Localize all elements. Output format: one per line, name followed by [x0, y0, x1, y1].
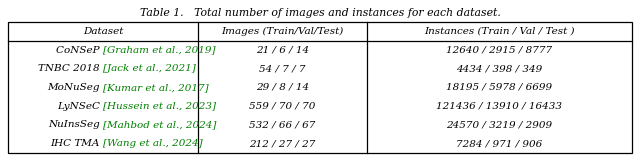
Text: Images (Train/Val/Test): Images (Train/Val/Test) [221, 27, 344, 36]
Text: [Jack et al., 2021]: [Jack et al., 2021] [103, 64, 196, 73]
Text: 212 / 27 / 27: 212 / 27 / 27 [250, 139, 316, 148]
Text: NuInsSeg: NuInsSeg [48, 120, 103, 129]
Text: [Mahbod et al., 2024]: [Mahbod et al., 2024] [103, 120, 216, 129]
Text: CoNSeP: CoNSeP [56, 46, 103, 55]
Text: 12640 / 2915 / 8777: 12640 / 2915 / 8777 [446, 46, 552, 55]
Text: 21 / 6 / 14: 21 / 6 / 14 [256, 46, 309, 55]
Text: 24570 / 3219 / 2909: 24570 / 3219 / 2909 [446, 120, 552, 129]
Text: IHC TMA: IHC TMA [51, 139, 103, 148]
Text: [Wang et al., 2024]: [Wang et al., 2024] [103, 139, 203, 148]
Text: TNBC 2018: TNBC 2018 [38, 64, 103, 73]
Text: 121436 / 13910 / 16433: 121436 / 13910 / 16433 [436, 102, 563, 111]
Text: LyNSeC: LyNSeC [57, 102, 103, 111]
Text: Table 1.   Total number of images and instances for each dataset.: Table 1. Total number of images and inst… [140, 8, 500, 18]
Text: [Graham et al., 2019]: [Graham et al., 2019] [103, 46, 216, 55]
Text: 18195 / 5978 / 6699: 18195 / 5978 / 6699 [446, 83, 552, 92]
Text: 532 / 66 / 67: 532 / 66 / 67 [250, 120, 316, 129]
Text: 54 / 7 / 7: 54 / 7 / 7 [259, 64, 306, 73]
Text: 7284 / 971 / 906: 7284 / 971 / 906 [456, 139, 543, 148]
Text: 4434 / 398 / 349: 4434 / 398 / 349 [456, 64, 543, 73]
Text: Instances (Train / Val / Test ): Instances (Train / Val / Test ) [424, 27, 575, 36]
Text: [Hussein et al., 2023]: [Hussein et al., 2023] [103, 102, 216, 111]
Text: [Kumar et al., 2017]: [Kumar et al., 2017] [103, 83, 209, 92]
Text: 559 / 70 / 70: 559 / 70 / 70 [250, 102, 316, 111]
Text: Dataset: Dataset [83, 27, 124, 36]
Text: 29 / 8 / 14: 29 / 8 / 14 [256, 83, 309, 92]
Text: MoNuSeg: MoNuSeg [47, 83, 103, 92]
Bar [8, 22, 632, 153]
